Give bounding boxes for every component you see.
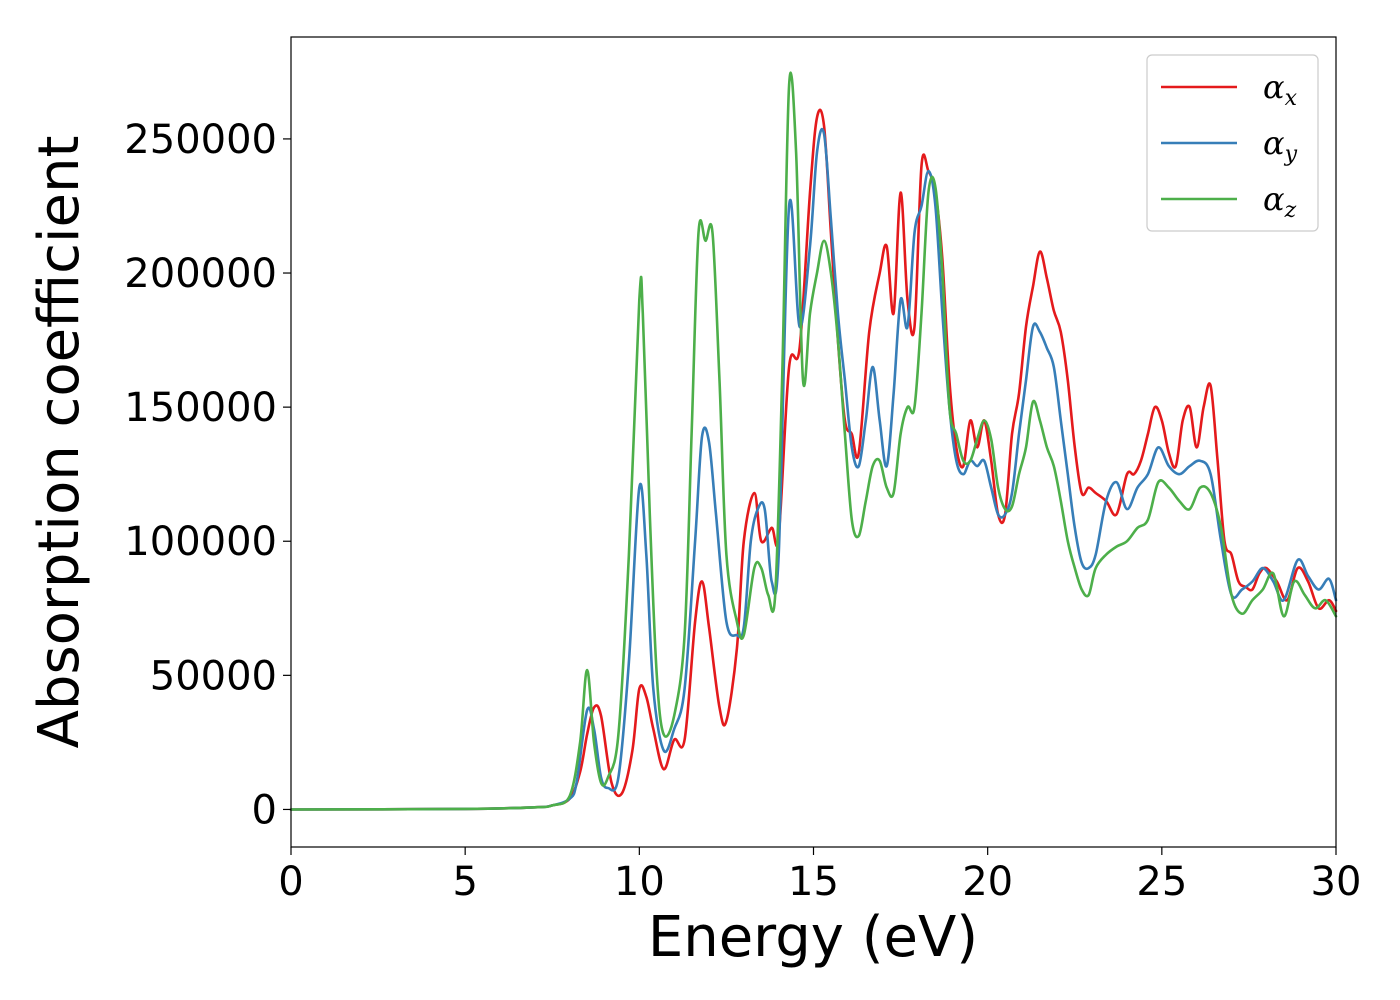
x-tick-label: 25 xyxy=(1136,859,1187,905)
y-tick-label: 200000 xyxy=(124,251,277,297)
x-tick-label: 0 xyxy=(278,859,303,905)
y-tick-label: 0 xyxy=(252,787,277,833)
legend-label-x: αx xyxy=(1263,68,1298,111)
x-tick-label: 10 xyxy=(614,859,665,905)
x-axis: 0 5 10 15 20 25 30 xyxy=(278,847,1361,905)
x-tick-label: 20 xyxy=(962,859,1013,905)
legend-label-z: αz xyxy=(1263,180,1297,223)
x-tick-label: 5 xyxy=(452,859,477,905)
series-layer xyxy=(289,71,1338,811)
series-line-y xyxy=(289,127,1338,811)
y-tick-label: 150000 xyxy=(124,385,277,431)
y-tick-label: 250000 xyxy=(124,117,277,163)
x-tick-label: 30 xyxy=(1311,859,1362,905)
y-axis: 0 50000 100000 150000 200000 250000 xyxy=(124,117,291,833)
x-axis-title: Energy (eV) xyxy=(648,905,978,970)
y-tick-label: 50000 xyxy=(150,653,277,699)
legend: αx αy αz xyxy=(1146,54,1319,232)
x-tick-label: 15 xyxy=(788,859,839,905)
series-line-z xyxy=(289,71,1338,811)
legend-label-y: αy xyxy=(1263,124,1298,167)
y-tick-label: 100000 xyxy=(124,519,277,565)
y-axis-title: Absorption coefficient xyxy=(27,136,92,749)
